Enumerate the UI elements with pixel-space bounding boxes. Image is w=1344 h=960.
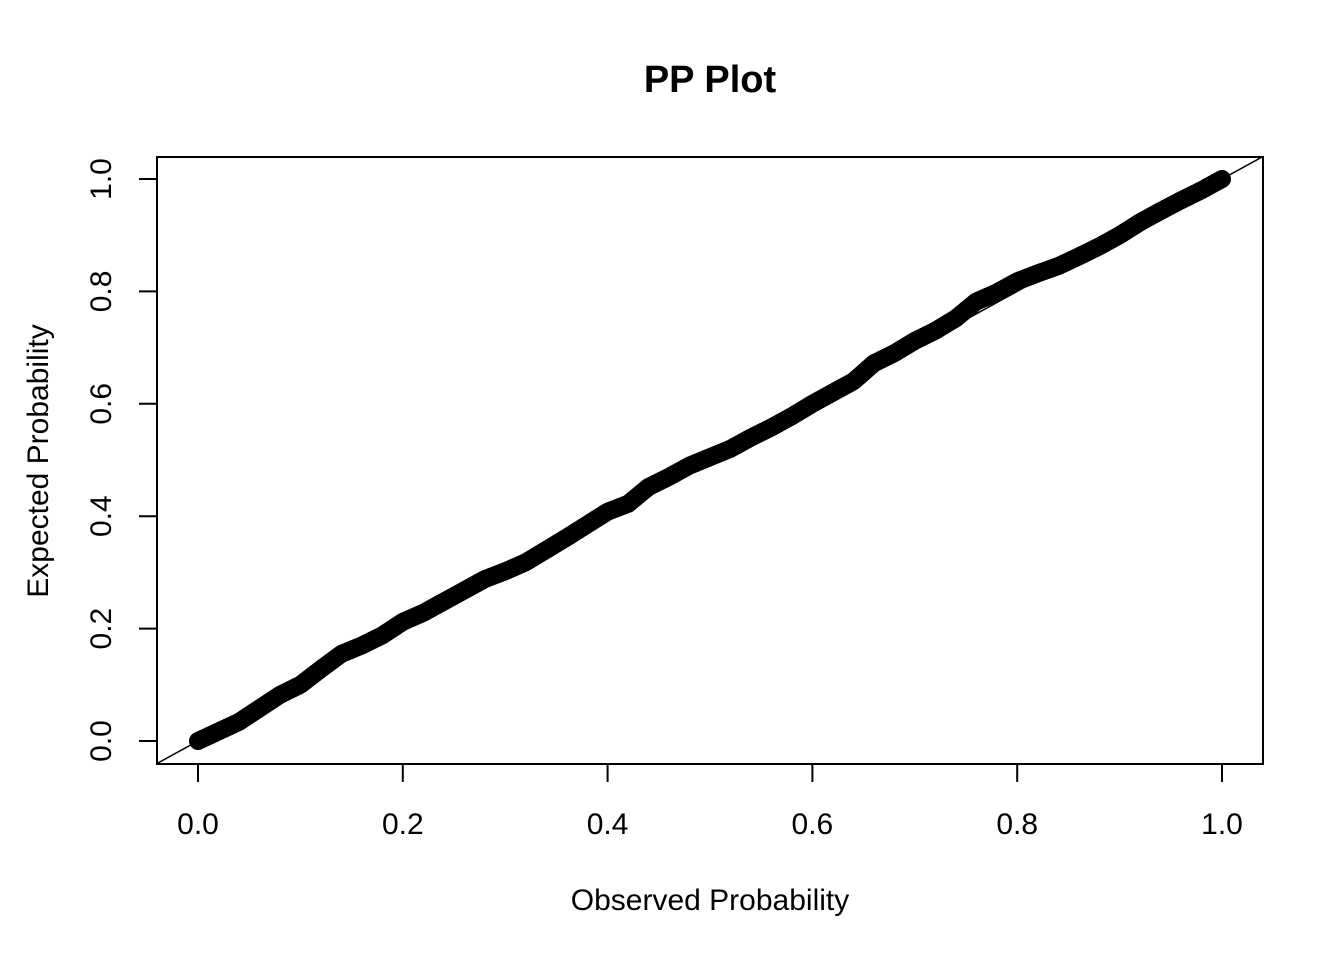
x-tick-label: 0.4	[587, 808, 629, 841]
x-axis-label: Observed Probability	[571, 884, 849, 917]
chart-title: PP Plot	[644, 59, 777, 101]
y-tick-label: 0.2	[85, 608, 118, 650]
x-tick-label: 0.8	[996, 808, 1038, 841]
x-tick-label: 1.0	[1201, 808, 1243, 841]
data-point	[1213, 170, 1231, 188]
x-tick-label: 0.6	[792, 808, 834, 841]
y-tick-label: 1.0	[85, 158, 118, 200]
plot-layer: 0.0 0.2 0.4 0.6 0.8 1.0 0.0 0.2 0.4 0.6 0.8 1.0	[85, 156, 1264, 841]
y-tick-label: 0.4	[85, 495, 118, 537]
x-tick-label: 0.0	[177, 808, 219, 841]
plot-frame	[156, 156, 1264, 765]
data-points	[189, 170, 1231, 750]
y-tick-label: 0.8	[85, 271, 118, 313]
y-tick-label: 0.6	[85, 383, 118, 425]
y-axis-label: Expected Probability	[22, 324, 55, 598]
x-tick-label: 0.2	[382, 808, 424, 841]
y-tick-label: 0.0	[85, 720, 118, 762]
